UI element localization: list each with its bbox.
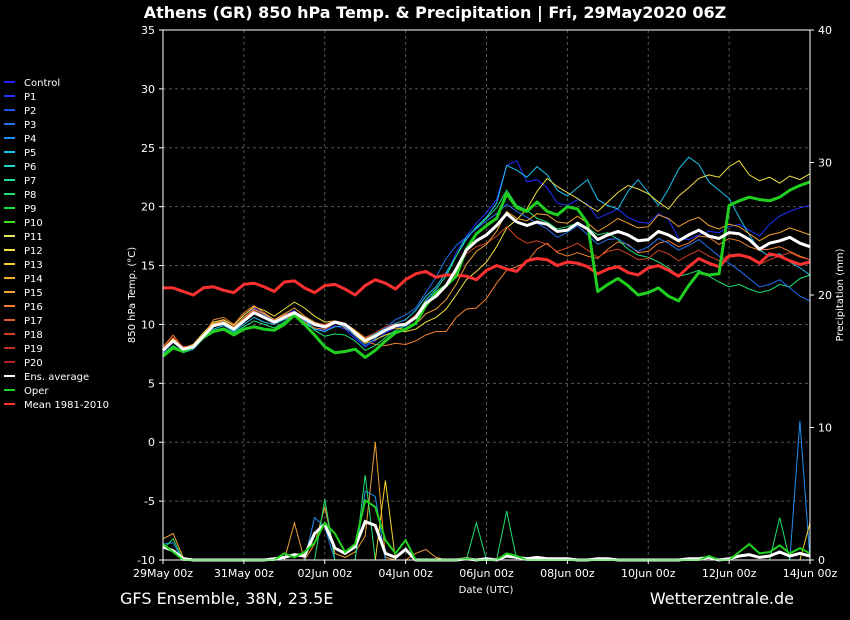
site-credit: Wetterzentrale.de [649, 589, 794, 608]
legend-label: P1 [24, 92, 36, 103]
legend-label: Mean 1981-2010 [24, 400, 109, 411]
y-right-tick-label: 30 [818, 157, 832, 170]
x-tick-label: 08Jun 00z [540, 567, 595, 580]
legend-label: Ens. average [24, 372, 89, 383]
ensemble-spread-lines [162, 156, 811, 356]
legend-label: P11 [24, 232, 43, 243]
y-tick-label: 5 [148, 377, 155, 390]
series-lines [161, 180, 811, 359]
y-axis-label-left: 850 hPa Temp. (°C) [127, 247, 138, 343]
ensemble-member-line [162, 160, 811, 354]
y-tick-label: 20 [141, 201, 155, 214]
ensemble-member-line [162, 210, 811, 350]
legend-label: Control [24, 78, 60, 89]
grid [162, 29, 811, 561]
legend-label: P13 [24, 260, 43, 271]
y-tick-label: 10 [141, 318, 155, 331]
legend-label: P9 [24, 204, 36, 215]
ensemble-member-line [162, 160, 811, 350]
y-right-tick-label: 40 [818, 24, 832, 37]
chart-title: Athens (GR) 850 hPa Temp. & Precipitatio… [144, 3, 727, 23]
ensemble-member-line [162, 156, 811, 356]
legend: Control P1 P2 P3 P4 P5 P6 P7 P8 P9 P10 P11 P12 P13 P14… [4, 78, 109, 411]
y-tick-label: 35 [141, 24, 155, 37]
y-tick-label: 0 [148, 436, 155, 449]
y-tick-label: 30 [141, 83, 155, 96]
legend-label: P5 [24, 148, 36, 159]
legend-label: P6 [24, 162, 36, 173]
legend-label: P8 [24, 190, 36, 201]
series-line-oper [162, 180, 811, 359]
series-line-mean-1981-2010 [163, 252, 811, 297]
x-tick-label: 29May 00z [133, 567, 193, 580]
legend-label: P7 [24, 176, 36, 187]
legend-label: P17 [24, 316, 43, 327]
legend-label: P3 [24, 120, 36, 131]
legend-label: P10 [24, 218, 43, 229]
y-tick-label: 15 [141, 260, 155, 273]
x-tick-label: 10Jun 00z [621, 567, 676, 580]
series-line-ens-average [161, 212, 811, 352]
y-right-tick-label: 20 [818, 289, 832, 302]
legend-label: P19 [24, 344, 43, 355]
y-tick-label: -5 [144, 495, 155, 508]
y-right-tick-label: 0 [818, 554, 825, 567]
legend-label: P15 [24, 288, 43, 299]
y-tick-label: -10 [137, 554, 155, 567]
x-tick-label: 14Jun 00z [783, 567, 838, 580]
y-axis-label-right: Precipitation (mm) [835, 248, 846, 341]
axes: 35 30 25 20 15 10 5 0 -5 -10 40 30 20 10 0 29May 00z 31M… [133, 24, 837, 580]
model-info: GFS Ensemble, 38N, 23.5E [120, 589, 334, 608]
legend-label: P16 [24, 302, 43, 313]
legend-label: P2 [24, 106, 36, 117]
legend-label: Oper [24, 386, 49, 397]
legend-label: P18 [24, 330, 43, 341]
legend-label: P14 [24, 274, 43, 285]
legend-label: P12 [24, 246, 43, 257]
x-tick-label: 12Jun 00z [702, 567, 757, 580]
x-tick-label: 31May 00z [214, 567, 274, 580]
x-tick-label: 06Jun 00z [459, 567, 514, 580]
legend-label: P4 [24, 134, 36, 145]
x-axis-label: Date (UTC) [459, 585, 514, 596]
y-tick-label: 25 [141, 142, 155, 155]
x-tick-label: 02Jun 00z [298, 567, 353, 580]
x-tick-label: 04Jun 00z [378, 567, 433, 580]
y-right-tick-label: 10 [818, 422, 832, 435]
legend-label: P20 [24, 358, 43, 369]
